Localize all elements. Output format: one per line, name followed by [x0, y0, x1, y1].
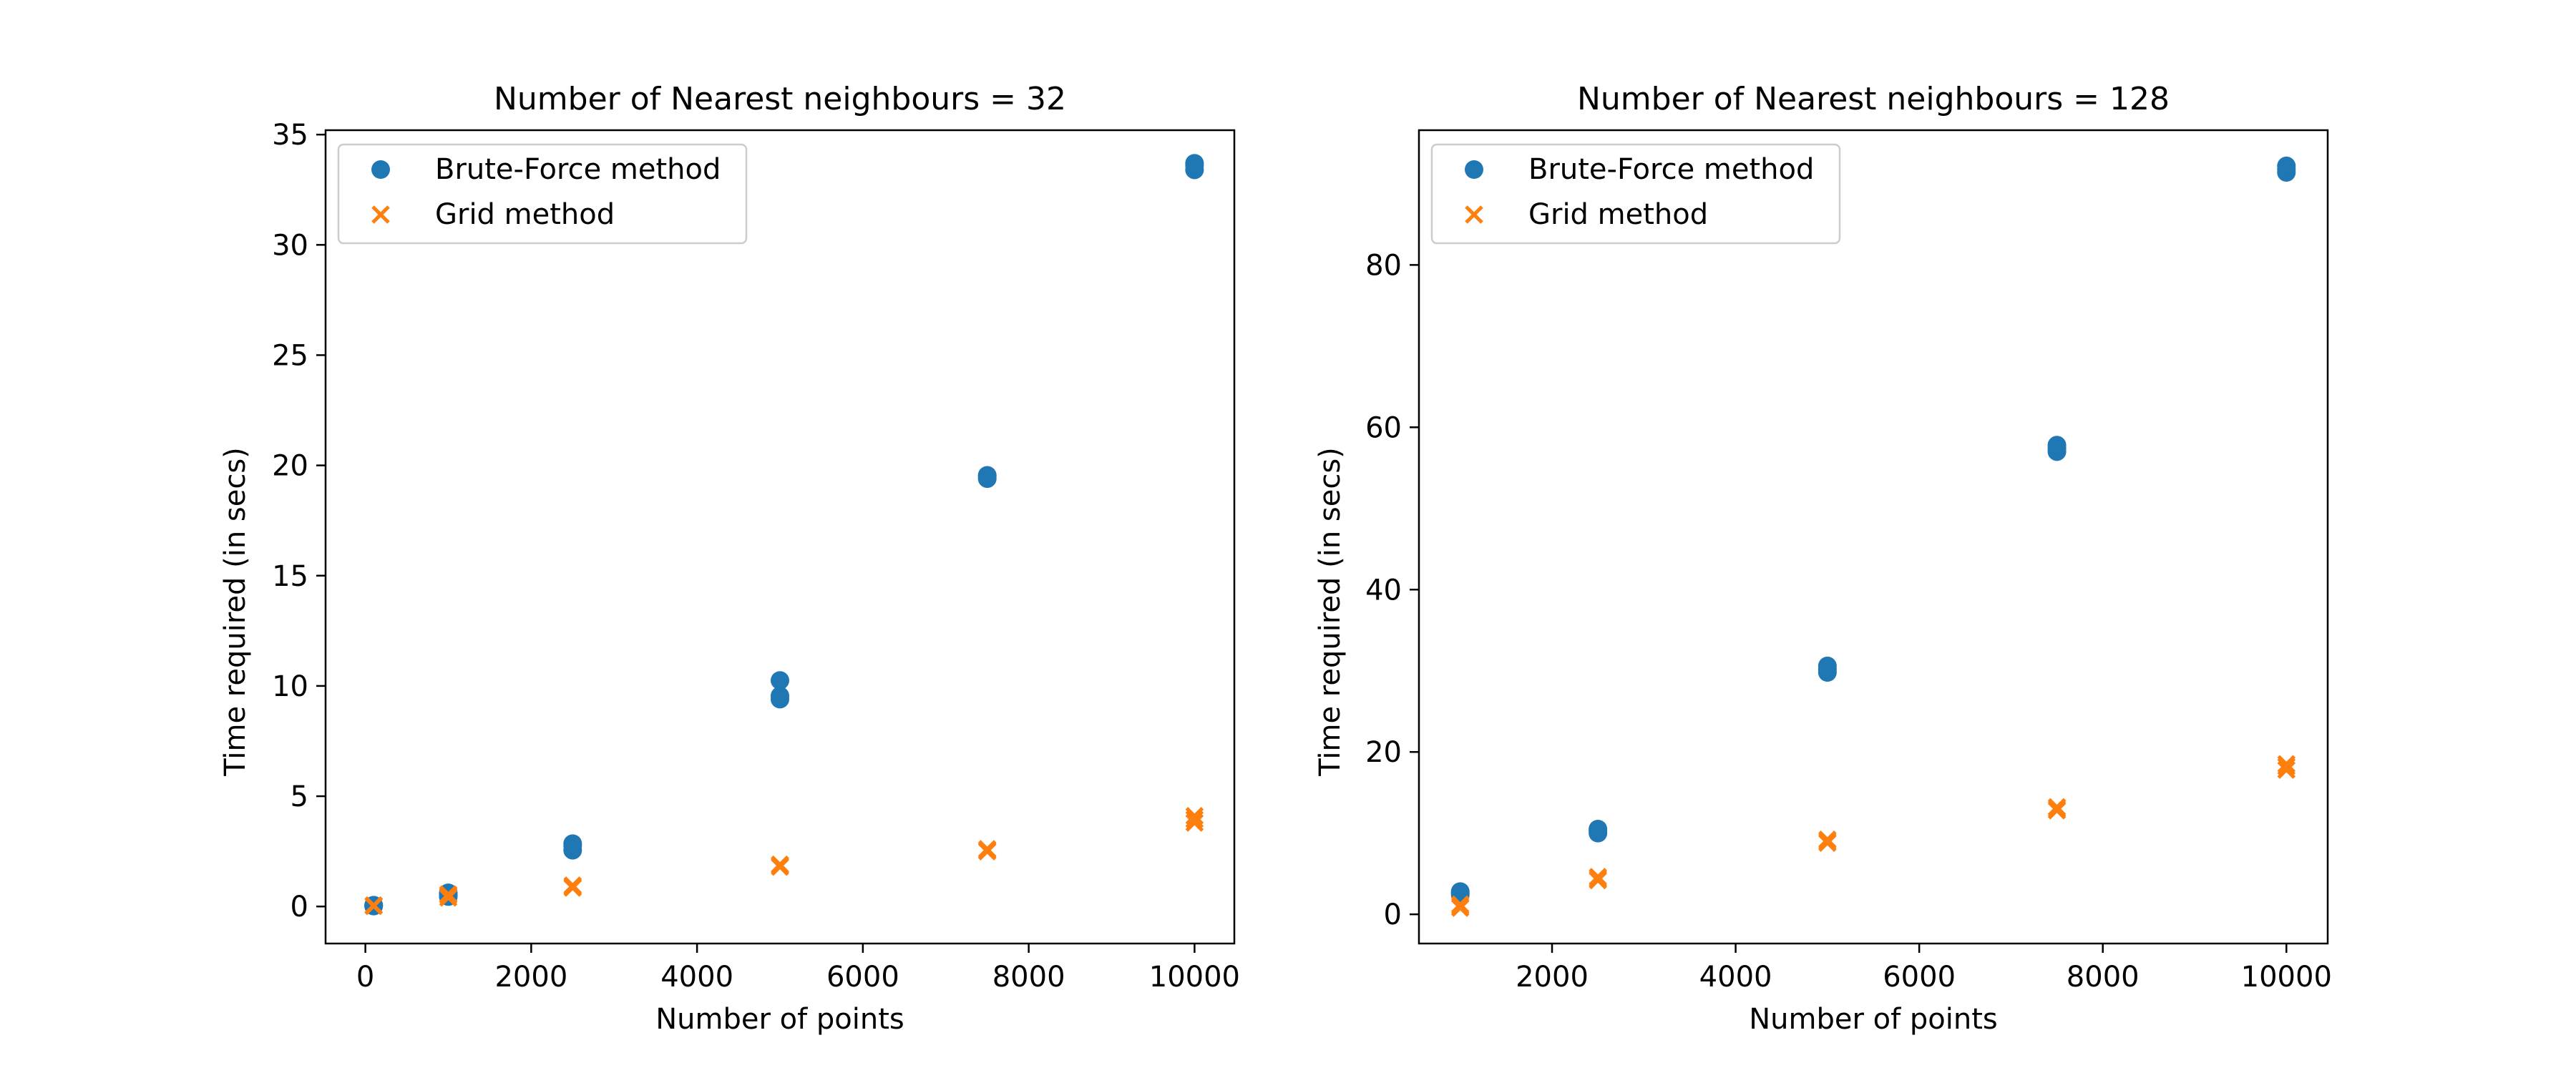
- x-tick-label: 2000: [494, 961, 567, 994]
- grid-point: [1185, 807, 1204, 825]
- x-tick-label: 2000: [1516, 961, 1589, 994]
- y-axis-label: Time required (in secs): [219, 447, 252, 777]
- brute-force-point: [1450, 882, 1470, 901]
- legend-marker-grid: [1465, 205, 1483, 224]
- legend-label-grid: Grid method: [435, 198, 615, 231]
- x-tick-label: 4000: [1699, 961, 1772, 994]
- y-tick-label: 25: [272, 339, 308, 372]
- y-tick-label: 40: [1365, 574, 1402, 607]
- grid-point: [1185, 810, 1204, 829]
- legend-label-grid: Grid method: [1528, 198, 1708, 231]
- brute-force-point: [563, 834, 582, 853]
- legend-circle-icon: [1465, 160, 1483, 179]
- x-tick-label: 8000: [2067, 961, 2140, 994]
- plot-frame: [324, 129, 1236, 945]
- grid-point: [563, 876, 582, 895]
- legend-marker-brute-force: [1465, 160, 1483, 179]
- brute-force-point: [1185, 154, 1204, 173]
- x-axis-label: Number of points: [655, 1003, 904, 1036]
- data-marks: [364, 154, 1204, 916]
- x-tick-label: 10000: [2241, 961, 2332, 994]
- grid-point: [977, 840, 997, 858]
- y-tick-label: 10: [272, 670, 308, 703]
- y-tick-label: 20: [1365, 736, 1402, 769]
- brute-force-point: [1818, 656, 1837, 675]
- y-tick-label: 5: [291, 780, 308, 813]
- x-tick-label: 0: [356, 961, 374, 994]
- x-tick-label: 6000: [826, 961, 899, 994]
- grid-point: [364, 896, 383, 915]
- tick-group: 2000 4000 6000 8000 10000 0 20 40 60 80: [1365, 249, 2332, 994]
- y-tick-label: 30: [272, 229, 308, 262]
- grid-point: [2277, 760, 2296, 779]
- x-tick-label: 10000: [1149, 961, 1240, 994]
- legend-circle-icon: [371, 160, 390, 179]
- x-axis-label: Number of points: [1749, 1003, 1998, 1036]
- y-tick-label: 0: [291, 891, 308, 923]
- grid-point: [771, 855, 789, 874]
- brute-force-point: [2047, 436, 2067, 455]
- chart-nn-128: Number of Nearest neighbours = 128 Numbe…: [1314, 81, 2332, 1036]
- legend-marker-grid: [371, 205, 390, 224]
- y-tick-label: 0: [1384, 898, 1402, 931]
- x-tick-label: 8000: [992, 961, 1065, 994]
- grid-point: [1589, 868, 1607, 886]
- brute-force-point: [977, 466, 997, 485]
- y-tick-label: 20: [272, 450, 308, 483]
- legend-box: [1430, 143, 1841, 245]
- chart-nn-32: Number of Nearest neighbours = 32 Number…: [219, 81, 1240, 1036]
- grid-point: [1818, 830, 1837, 849]
- x-tick-label: 6000: [1883, 961, 1956, 994]
- legend: Brute-Force method Grid method: [337, 143, 748, 245]
- legend-box: [337, 143, 748, 245]
- grid-point: [1185, 813, 1204, 832]
- legend: Brute-Force method Grid method: [1430, 143, 1841, 245]
- plot-frame: [1418, 129, 2329, 945]
- legend-x-icon: [1465, 205, 1483, 224]
- brute-force-point: [1589, 820, 1608, 839]
- brute-force-point: [771, 671, 789, 690]
- legend-x-icon: [371, 205, 390, 224]
- y-tick-label: 80: [1365, 249, 1402, 282]
- tick-group: 0 2000 4000 6000 8000 10000 0 5 10 15 20 25 30 35: [272, 119, 1240, 994]
- y-tick-label: 35: [272, 119, 308, 152]
- grid-point: [1450, 895, 1470, 914]
- brute-force-point: [2277, 156, 2296, 175]
- y-tick-label: 60: [1365, 411, 1402, 444]
- grid-point: [2277, 755, 2296, 773]
- legend-marker-brute-force: [371, 160, 390, 179]
- legend-label-brute-force: Brute-Force method: [435, 153, 721, 186]
- y-tick-label: 15: [272, 560, 308, 593]
- x-tick-label: 4000: [660, 961, 733, 994]
- legend-label-brute-force: Brute-Force method: [1528, 153, 1814, 186]
- grid-point: [2047, 798, 2067, 817]
- y-axis-label: Time required (in secs): [1314, 447, 1347, 777]
- chart-title: Number of Nearest neighbours = 128: [1577, 81, 2170, 117]
- data-marks: [1450, 156, 2296, 917]
- grid-point: [439, 885, 458, 904]
- brute-force-point: [771, 686, 789, 705]
- chart-title: Number of Nearest neighbours = 32: [494, 81, 1066, 117]
